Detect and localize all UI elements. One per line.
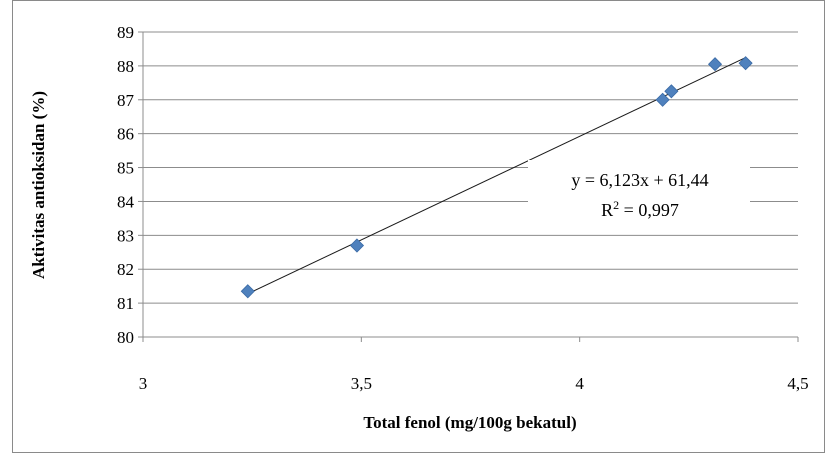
x-tick-labels: 3 3,5 4 4,5 (139, 374, 809, 393)
y-tick-label: 83 (117, 226, 134, 245)
y-tick-label: 82 (117, 260, 134, 279)
data-point (707, 57, 723, 72)
y-tick-label: 80 (117, 328, 134, 347)
y-tick-label: 85 (117, 159, 134, 178)
x-tick-label: 4 (575, 374, 584, 393)
r-squared-superscript: 2 (613, 198, 619, 212)
y-tick-labels: 80 81 82 83 84 85 86 87 88 89 (117, 23, 135, 347)
data-point (664, 84, 679, 99)
data-point (349, 238, 365, 253)
x-tick-label: 3,5 (351, 374, 372, 393)
y-axis-title: Aktivitas antioksidan (%) (29, 91, 48, 279)
trendline-equation: y = 6,123x + 61,44 (571, 170, 708, 190)
y-tick-label: 86 (117, 125, 134, 144)
y-tick-label: 81 (117, 294, 134, 313)
chart-frame (12, 0, 825, 453)
r-squared: R2 = 0,997 (601, 198, 679, 220)
r-squared-prefix: R (601, 200, 613, 220)
data-point (655, 92, 670, 107)
data-points (240, 56, 753, 299)
r-squared-value: = 0,997 (619, 200, 679, 220)
x-tick-label: 4,5 (787, 374, 808, 393)
data-point (738, 56, 753, 71)
equation-box (528, 160, 750, 224)
axes (138, 31, 799, 342)
data-point (240, 284, 255, 299)
x-tick-label: 3 (139, 374, 148, 393)
y-tick-label: 84 (117, 192, 135, 211)
x-axis-title: Total fenol (mg/100g bekatul) (363, 413, 576, 432)
y-tick-label: 87 (117, 91, 135, 110)
y-tick-label: 89 (117, 23, 134, 42)
y-tick-label: 88 (117, 57, 134, 76)
